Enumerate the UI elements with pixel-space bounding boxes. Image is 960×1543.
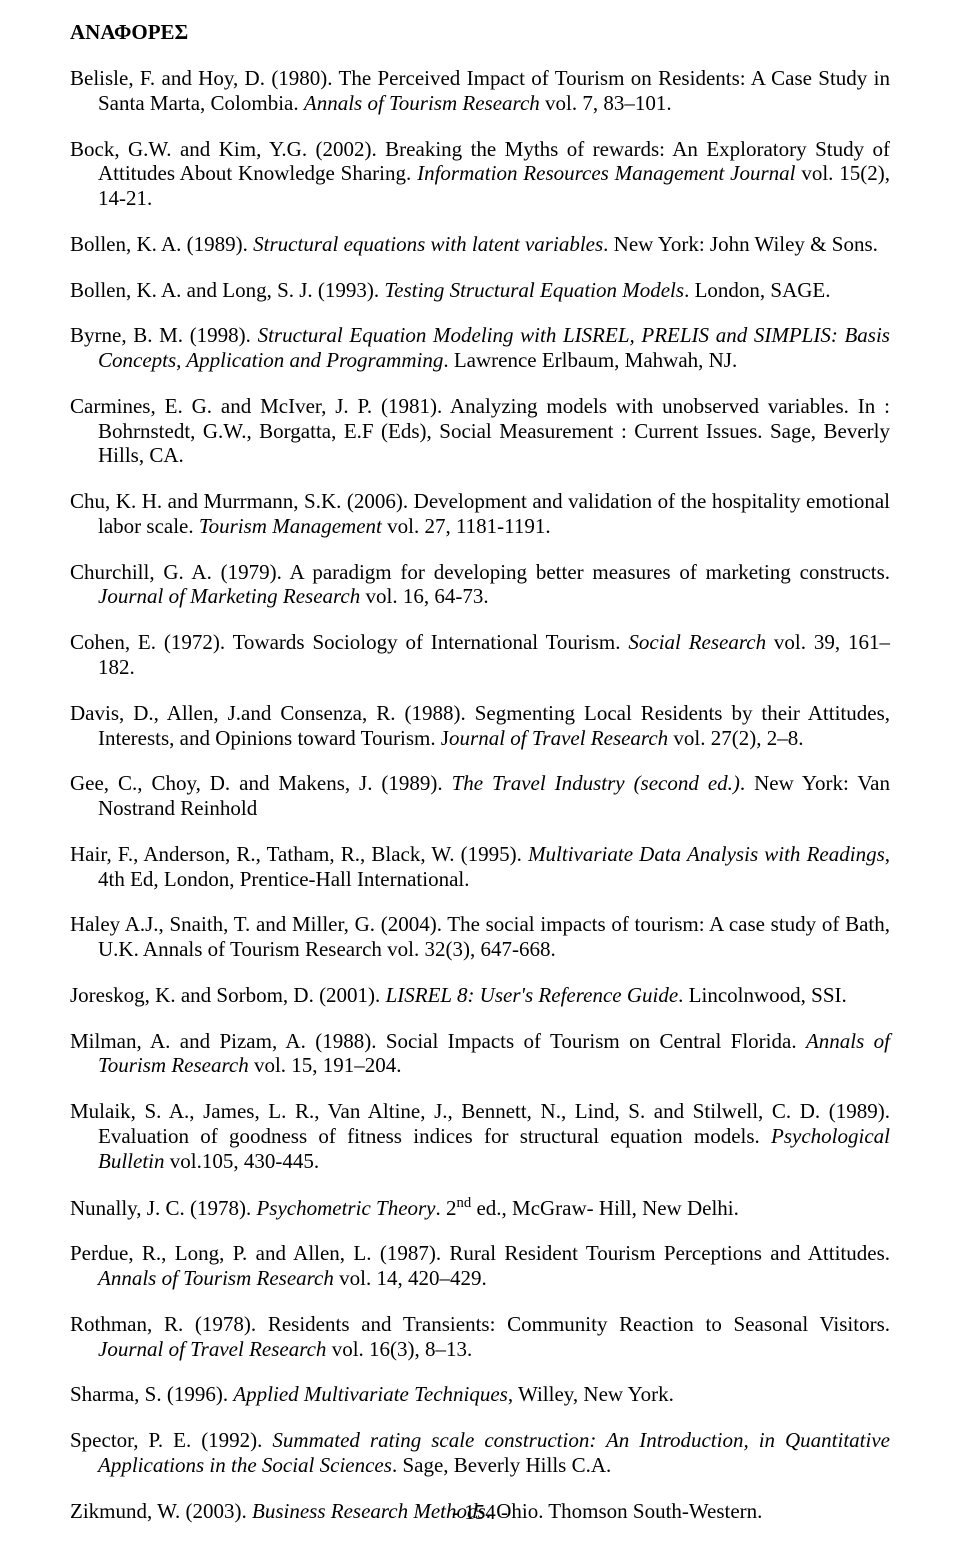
reference-italic: Testing Structural Equation Models bbox=[384, 278, 684, 302]
reference-text: Perdue, R., Long, P. and Allen, L. (1987… bbox=[70, 1241, 890, 1265]
reference-italic: Multivariate Data Analysis with Readings bbox=[528, 842, 885, 866]
reference-text: vol. 15, 191–204. bbox=[249, 1053, 402, 1077]
reference-text: vol. 14, 420–429. bbox=[334, 1266, 487, 1290]
reference-entry: Gee, C., Choy, D. and Makens, J. (1989).… bbox=[70, 771, 890, 821]
reference-text: Rothman, R. (1978). Residents and Transi… bbox=[70, 1312, 890, 1336]
reference-text: Carmines, E. G. and McIver, J. P. (1981)… bbox=[70, 394, 890, 468]
reference-italic: Journal of Travel Research bbox=[98, 1337, 326, 1361]
reference-text: vol. 16, 64-73. bbox=[360, 584, 488, 608]
reference-entry: Perdue, R., Long, P. and Allen, L. (1987… bbox=[70, 1241, 890, 1291]
reference-entry: Bollen, K. A. and Long, S. J. (1993). Te… bbox=[70, 278, 890, 303]
reference-text: Churchill, G. A. (1979). A paradigm for … bbox=[70, 560, 890, 584]
reference-entry: Milman, A. and Pizam, A. (1988). Social … bbox=[70, 1029, 890, 1079]
reference-italic: Annals of Tourism Research bbox=[98, 1266, 334, 1290]
reference-text: Haley A.J., Snaith, T. and Miller, G. (2… bbox=[70, 912, 890, 961]
reference-entry: Carmines, E. G. and McIver, J. P. (1981)… bbox=[70, 394, 890, 468]
reference-text: vol. 16(3), 8–13. bbox=[326, 1337, 472, 1361]
reference-text: Spector, P. E. (1992). bbox=[70, 1428, 272, 1452]
reference-entry: Sharma, S. (1996). Applied Multivariate … bbox=[70, 1382, 890, 1407]
reference-italic: Structural equations with latent variabl… bbox=[253, 232, 603, 256]
reference-italic: Information Resources Management Journal bbox=[417, 161, 795, 185]
reference-text: Bollen, K. A. and Long, S. J. (1993). bbox=[70, 278, 384, 302]
reference-text: Hair, F., Anderson, R., Tatham, R., Blac… bbox=[70, 842, 528, 866]
reference-superscript: nd bbox=[457, 1195, 472, 1211]
references-list: Belisle, F. and Hoy, D. (1980). The Perc… bbox=[70, 66, 890, 1523]
reference-text: vol. 27(2), 2–8. bbox=[668, 726, 803, 750]
reference-text: . London, SAGE. bbox=[684, 278, 830, 302]
reference-text: Nunally, J. C. (1978). bbox=[70, 1196, 256, 1220]
reference-entry: Bollen, K. A. (1989). Structural equatio… bbox=[70, 232, 890, 257]
reference-italic: Social Research bbox=[628, 630, 766, 654]
reference-italic: Psychometric Theory bbox=[256, 1196, 435, 1220]
reference-text: vol. 7, 83–101. bbox=[540, 91, 672, 115]
reference-italic: Applied Multivariate Techniques bbox=[233, 1382, 508, 1406]
reference-text: . Sage, Beverly Hills C.A. bbox=[392, 1453, 611, 1477]
reference-italic: The Travel Industry (second ed.) bbox=[452, 771, 740, 795]
reference-text: Bollen, K. A. (1989). bbox=[70, 232, 253, 256]
reference-text: Milman, A. and Pizam, A. (1988). Social … bbox=[70, 1029, 806, 1053]
reference-entry: Nunally, J. C. (1978). Psychometric Theo… bbox=[70, 1195, 890, 1221]
reference-text: . 2 bbox=[436, 1196, 457, 1220]
reference-entry: Rothman, R. (1978). Residents and Transi… bbox=[70, 1312, 890, 1362]
reference-entry: Churchill, G. A. (1979). A paradigm for … bbox=[70, 560, 890, 610]
reference-entry: Cohen, E. (1972). Towards Sociology of I… bbox=[70, 630, 890, 680]
reference-italic: Annals of Tourism Research bbox=[304, 91, 540, 115]
reference-text: , Willey, New York. bbox=[508, 1382, 674, 1406]
reference-entry: Bock, G.W. and Kim, Y.G. (2002). Breakin… bbox=[70, 137, 890, 211]
reference-entry: Byrne, B. M. (1998). Structural Equation… bbox=[70, 323, 890, 373]
page-number: - 154 - bbox=[0, 1500, 960, 1525]
reference-text: Joreskog, K. and Sorbom, D. (2001). bbox=[70, 983, 386, 1007]
references-heading: ΑΝΑΦΟΡΕΣ bbox=[70, 20, 890, 45]
reference-entry: Davis, D., Allen, J.and Consenza, R. (19… bbox=[70, 701, 890, 751]
reference-entry: Chu, K. H. and Murrmann, S.K. (2006). De… bbox=[70, 489, 890, 539]
reference-entry: Belisle, F. and Hoy, D. (1980). The Perc… bbox=[70, 66, 890, 116]
reference-entry: Haley A.J., Snaith, T. and Miller, G. (2… bbox=[70, 912, 890, 962]
reference-text: Mulaik, S. A., James, L. R., Van Altine,… bbox=[70, 1099, 890, 1148]
reference-text: Byrne, B. M. (1998). bbox=[70, 323, 258, 347]
reference-entry: Spector, P. E. (1992). Summated rating s… bbox=[70, 1428, 890, 1478]
reference-text: . New York: John Wiley & Sons. bbox=[603, 232, 878, 256]
reference-text: vol.105, 430-445. bbox=[165, 1149, 320, 1173]
reference-text: Gee, C., Choy, D. and Makens, J. (1989). bbox=[70, 771, 452, 795]
reference-text: . Lawrence Erlbaum, Mahwah, NJ. bbox=[443, 348, 737, 372]
reference-text: ed., McGraw- Hill, New Delhi. bbox=[471, 1196, 739, 1220]
reference-entry: Mulaik, S. A., James, L. R., Van Altine,… bbox=[70, 1099, 890, 1173]
reference-text: Sharma, S. (1996). bbox=[70, 1382, 233, 1406]
page-container: ΑΝΑΦΟΡΕΣ Belisle, F. and Hoy, D. (1980).… bbox=[0, 0, 960, 1543]
reference-italic: ournal of Travel Research bbox=[449, 726, 668, 750]
reference-text: . Lincolnwood, SSI. bbox=[678, 983, 847, 1007]
reference-text: Cohen, E. (1972). Towards Sociology of I… bbox=[70, 630, 628, 654]
reference-italic: Journal of Marketing Research bbox=[98, 584, 360, 608]
reference-entry: Joreskog, K. and Sorbom, D. (2001). LISR… bbox=[70, 983, 890, 1008]
reference-entry: Hair, F., Anderson, R., Tatham, R., Blac… bbox=[70, 842, 890, 892]
reference-italic: LISREL 8: User's Reference Guide bbox=[386, 983, 679, 1007]
reference-text: vol. 27, 1181-1191. bbox=[382, 514, 551, 538]
reference-italic: Tourism Management bbox=[199, 514, 382, 538]
